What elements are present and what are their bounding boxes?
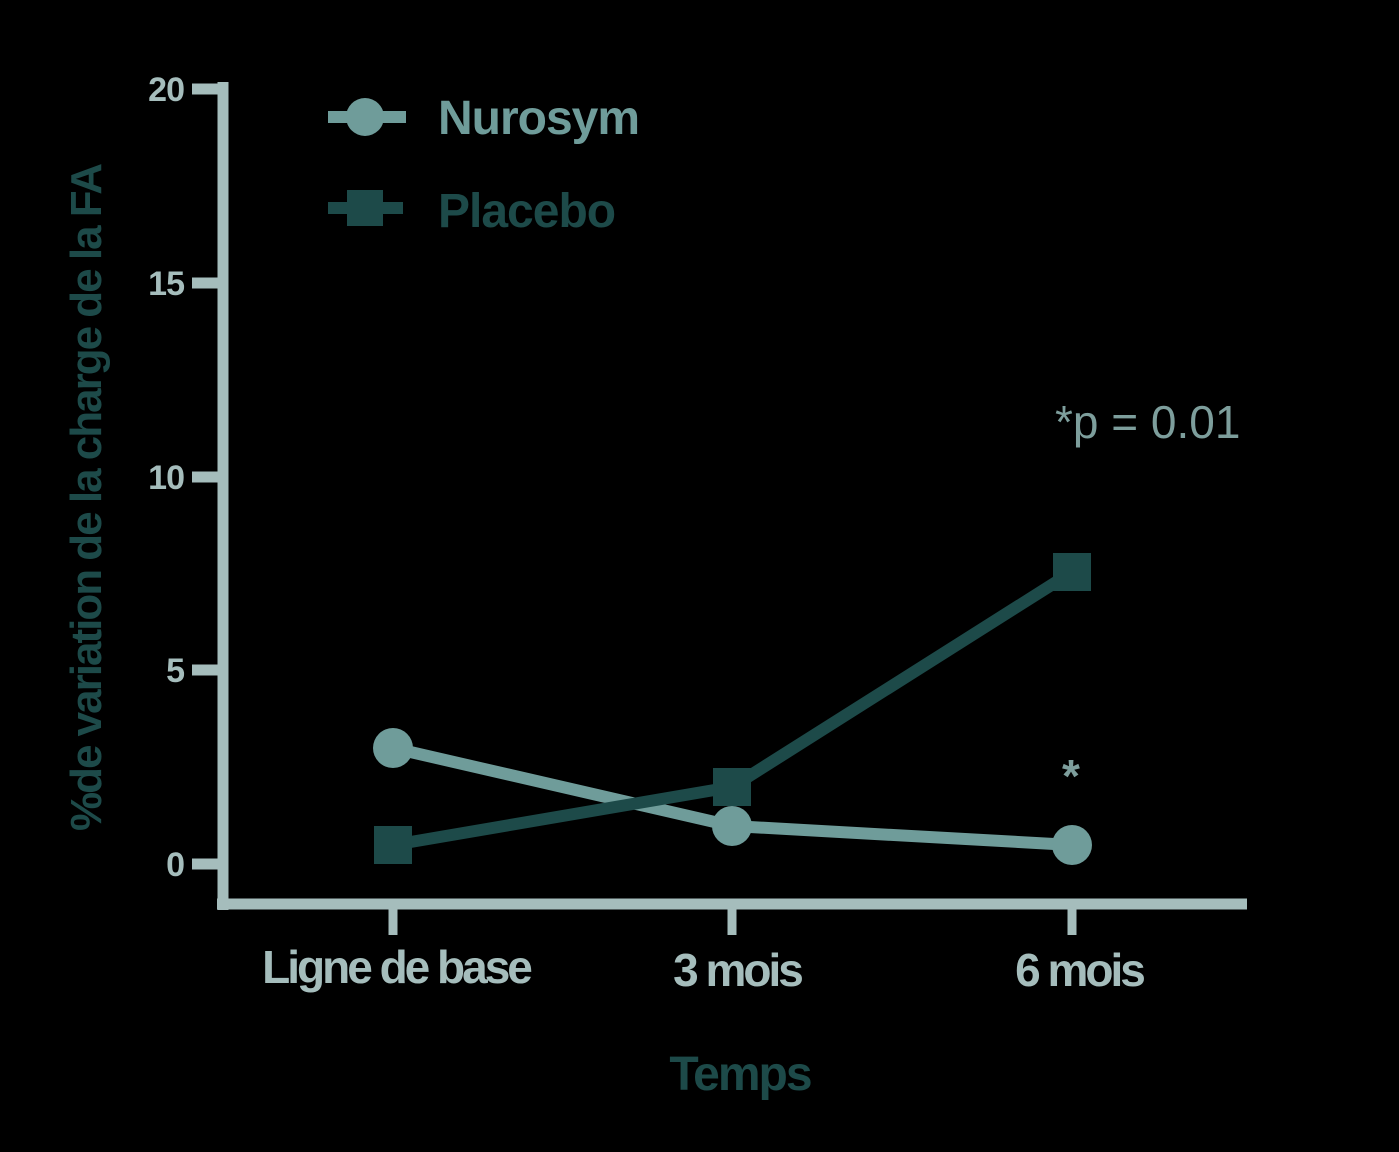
significance-star: * <box>1062 750 1080 802</box>
x-tick-label-baseline: Ligne de base <box>262 941 532 993</box>
y-tick-label: 20 <box>148 71 184 109</box>
nurosym-point-baseline <box>373 728 413 768</box>
y-tick-label: 15 <box>148 265 184 303</box>
y-tick-label: 0 <box>166 846 184 884</box>
x-tick-label-6m: 6 mois <box>1015 944 1144 996</box>
nurosym-point-6m <box>1052 825 1092 865</box>
legend-label-placebo: Placebo <box>438 185 615 238</box>
legend-label-nurosym: Nurosym <box>438 92 639 145</box>
nurosym-point-3m <box>712 806 752 846</box>
y-tick-labels: 20 15 10 5 0 <box>148 71 185 884</box>
square-marker-icon <box>347 190 383 226</box>
pvalue-annotation: *p = 0.01 <box>1055 396 1240 448</box>
legend-item-nurosym: Nurosym <box>328 92 640 145</box>
x-tick-label-3m: 3 mois <box>673 944 802 996</box>
axes <box>192 82 1247 935</box>
placebo-point-baseline <box>374 826 412 864</box>
legend-item-placebo: Placebo <box>328 185 616 238</box>
y-axis-title: %de variation de la charge de la FA <box>62 164 111 831</box>
y-tick-label: 10 <box>148 459 184 497</box>
series-placebo <box>374 553 1091 864</box>
y-tick-label: 5 <box>166 652 184 690</box>
x-tick-labels: Ligne de base 3 mois 6 mois <box>262 941 1147 996</box>
placebo-point-3m <box>713 768 751 806</box>
x-axis-title: Temps <box>669 1048 810 1101</box>
circle-marker-icon <box>346 98 384 136</box>
legend: Nurosym Placebo <box>328 92 640 238</box>
placebo-point-6m <box>1053 553 1091 591</box>
series-nurosym <box>373 728 1092 865</box>
